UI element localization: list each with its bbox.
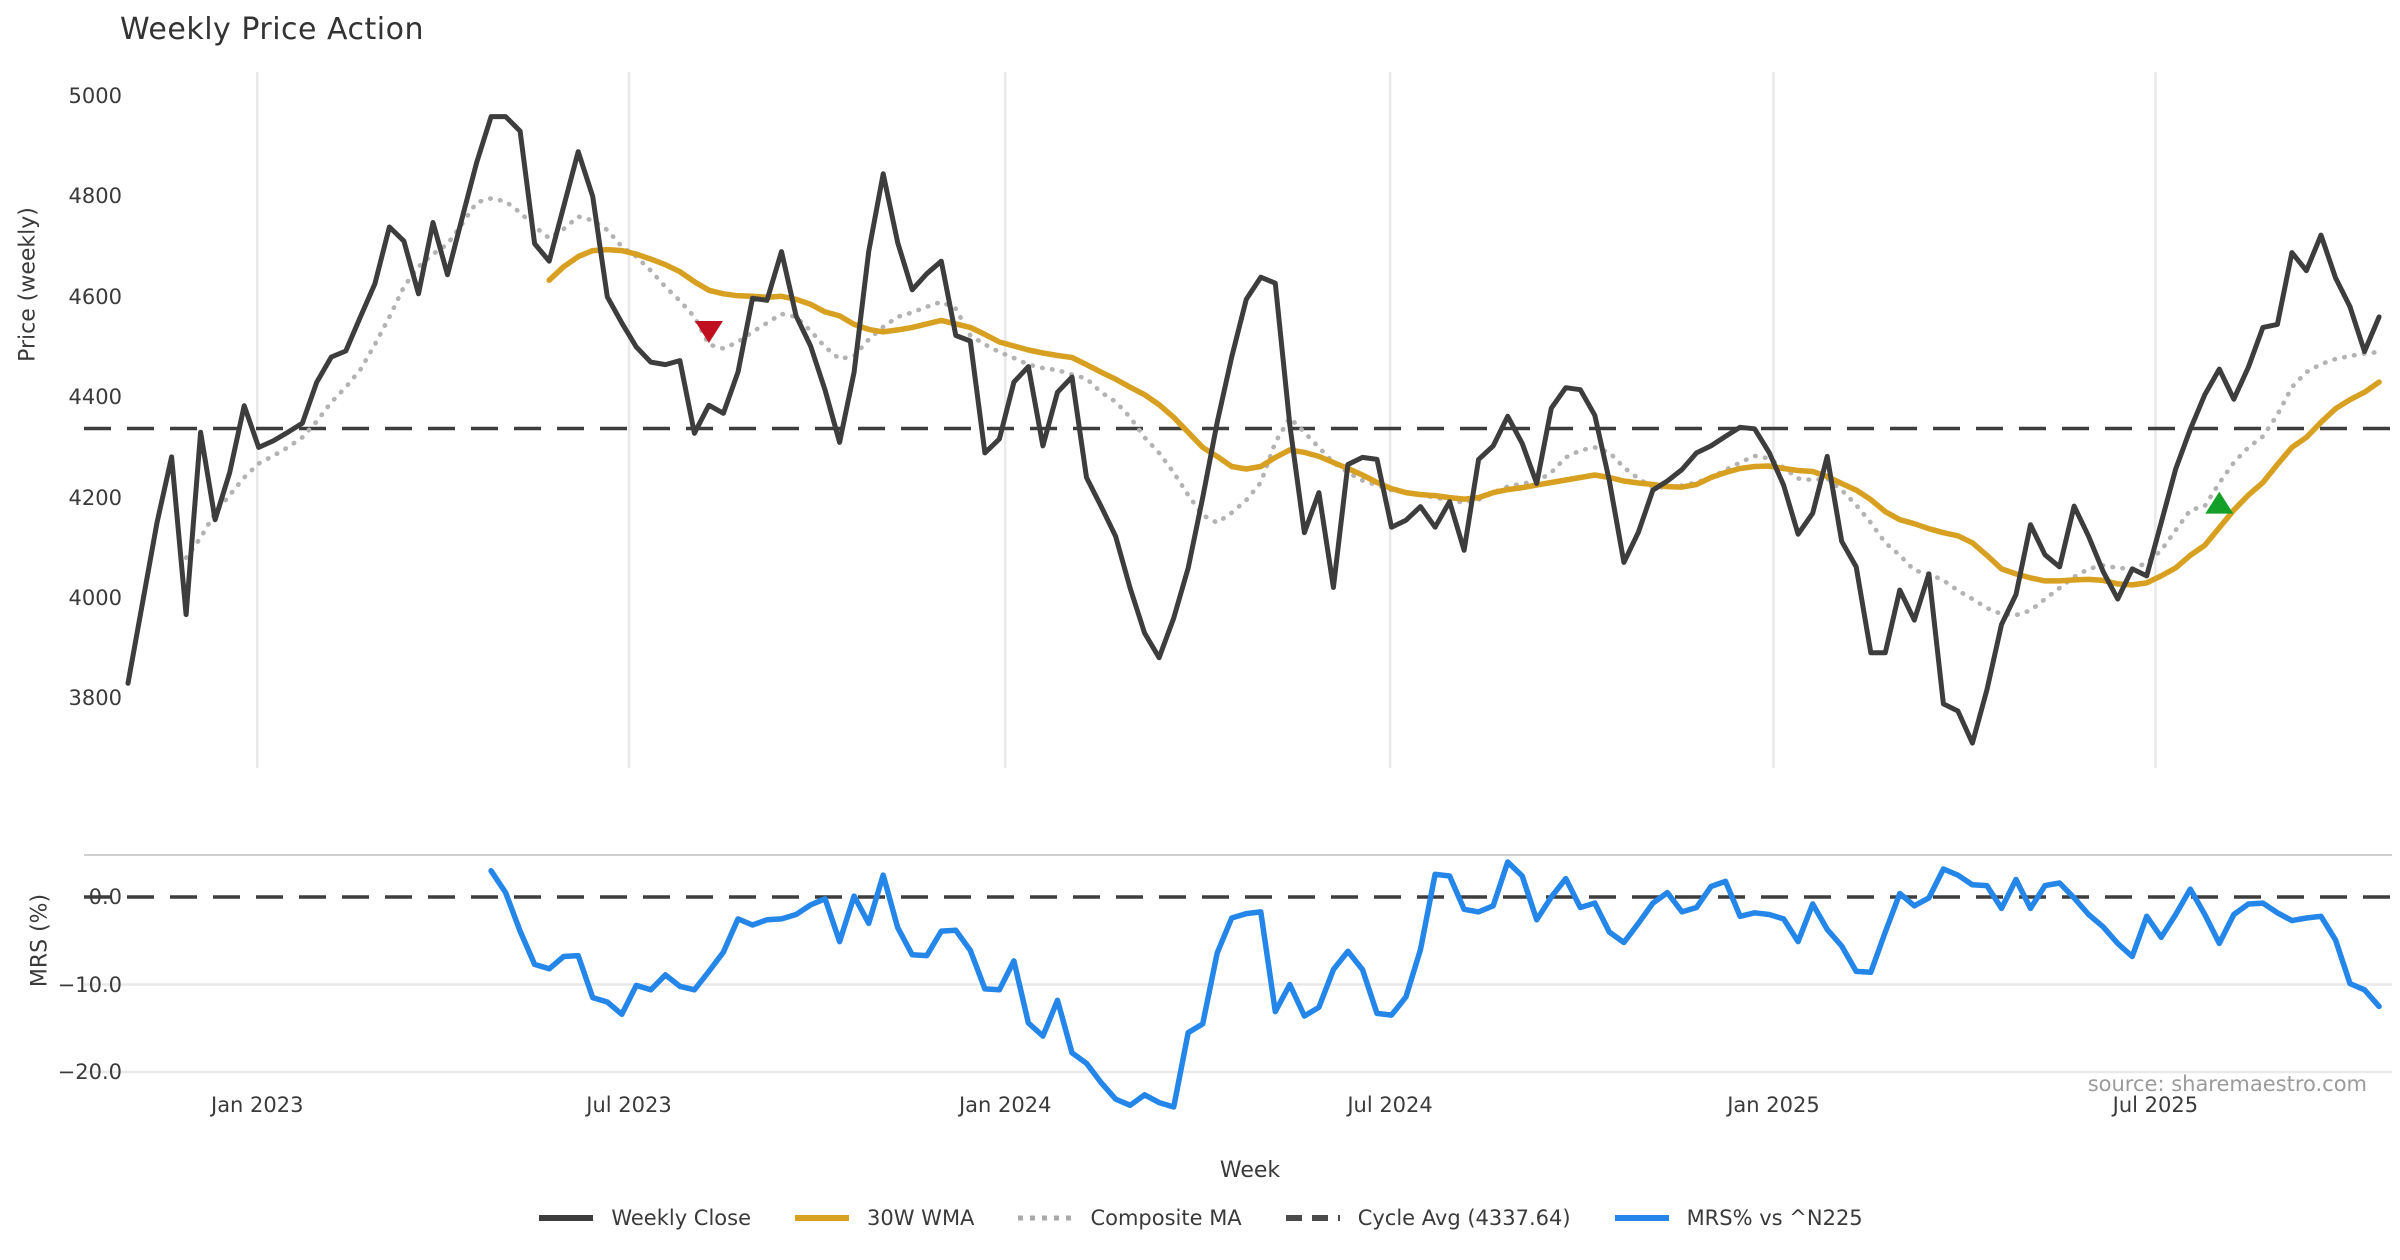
mrs-tick-label: −20.0 — [57, 1060, 122, 1084]
legend-label: MRS% vs ^N225 — [1686, 1206, 1863, 1230]
x-tick-label: Jan 2024 — [958, 1093, 1052, 1117]
x-tick-label: Jan 2025 — [1727, 1093, 1820, 1117]
legend-item: 30W WMA — [793, 1206, 974, 1230]
source-note: source: sharemaestro.com — [2087, 1072, 2367, 1096]
price-tick-label: 4600 — [68, 284, 122, 309]
price-tick-label: 3800 — [68, 686, 122, 711]
weekly-close-line — [125, 114, 2382, 746]
price-tick-label: 4800 — [68, 184, 122, 209]
price-tick-label: 4200 — [68, 485, 122, 510]
legend-item: Composite MA — [1016, 1206, 1242, 1230]
legend-item: Cycle Avg (4337.64) — [1284, 1206, 1571, 1230]
x-tick-label: Jul 2025 — [2112, 1093, 2199, 1117]
legend-label: Composite MA — [1090, 1206, 1242, 1230]
legend-swatch-solid — [1614, 1215, 1669, 1221]
x-tick-label: Jul 2023 — [586, 1093, 672, 1117]
legend-label: Cycle Avg (4337.64) — [1357, 1206, 1571, 1230]
legend-item: MRS% vs ^N225 — [1613, 1206, 1863, 1230]
legend-label: Weekly Close — [611, 1206, 752, 1230]
legend-item: Weekly Close — [537, 1206, 751, 1230]
legend-swatch-dotted — [1018, 1215, 1073, 1221]
price-tick-label: 5000 — [68, 84, 122, 108]
chart-legend: Weekly Close 30W WMA Composite MA Cycle Avg… — [0, 1206, 2400, 1230]
x-tick-label: Jul 2024 — [1347, 1093, 1433, 1117]
mrs-line — [488, 859, 2382, 1110]
legend-swatch-solid — [539, 1215, 594, 1221]
price-tick-label: 4400 — [68, 385, 122, 410]
composite-ma-line — [183, 196, 2382, 618]
mrs-tick-label: −10.0 — [57, 972, 122, 997]
x-axis-label: Week — [1219, 1158, 1281, 1183]
buy-signal-marker — [2205, 491, 2234, 514]
legend-swatch-solid — [795, 1215, 850, 1221]
legend-label: 30W WMA — [867, 1206, 975, 1230]
x-tick-label: Jan 2023 — [211, 1093, 304, 1117]
wma-line — [546, 246, 2382, 588]
chart-title: Weekly Price Action — [120, 12, 424, 47]
mrs-tick-label: 0.0 — [88, 885, 122, 909]
price-tick-label: 4000 — [68, 586, 122, 610]
sell-signal-marker — [694, 320, 723, 343]
legend-swatch-dashed — [1285, 1215, 1340, 1221]
